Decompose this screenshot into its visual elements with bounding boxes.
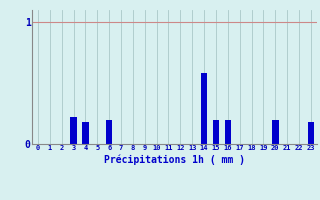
Bar xyxy=(70,117,77,144)
Bar xyxy=(201,73,207,144)
X-axis label: Précipitations 1h ( mm ): Précipitations 1h ( mm ) xyxy=(104,154,245,165)
Bar xyxy=(106,120,112,144)
Bar xyxy=(225,120,231,144)
Bar xyxy=(308,122,314,144)
Bar xyxy=(213,120,219,144)
Bar xyxy=(272,120,278,144)
Bar xyxy=(82,122,89,144)
